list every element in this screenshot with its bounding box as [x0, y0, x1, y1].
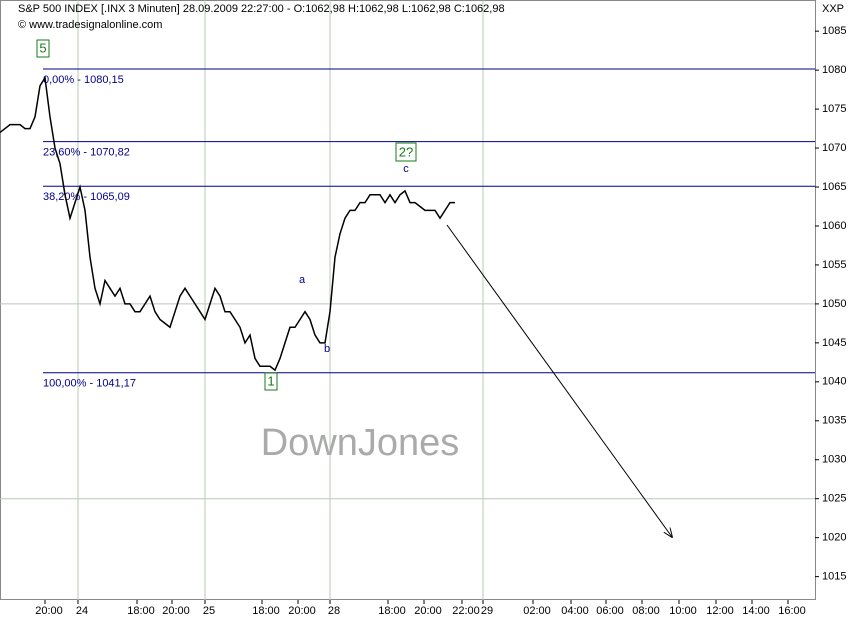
- x-tick-label: 20:00: [414, 605, 442, 617]
- wave-label: 2?: [399, 144, 413, 159]
- x-tick-label: 06:00: [596, 605, 624, 617]
- x-tick-label: 14:00: [742, 605, 770, 617]
- x-tick-label: 20:00: [288, 605, 316, 617]
- y-axis-label: XXP: [822, 3, 844, 15]
- wave-box: [395, 142, 417, 162]
- y-tick-label: 1075: [822, 103, 846, 115]
- y-tick-label: 1040: [822, 376, 846, 388]
- x-tick-label: 22:00: [452, 605, 480, 617]
- fib-label: 38,20% - 1065,09: [43, 191, 130, 203]
- fib-label: 100,00% - 1041,17: [43, 378, 136, 390]
- wave-label: c: [403, 163, 409, 175]
- y-tick-label: 1070: [822, 142, 846, 154]
- wave-box: [264, 372, 278, 391]
- y-tick-label: 1080: [822, 64, 846, 76]
- x-tick-label: 20:00: [35, 605, 63, 617]
- x-tick-label: 28: [328, 605, 340, 617]
- x-tick-label: 24: [76, 605, 88, 617]
- y-tick-label: 1030: [822, 454, 846, 466]
- wave-box: [36, 39, 50, 58]
- y-tick-label: 1020: [822, 532, 846, 544]
- x-tick-label: 12:00: [706, 605, 734, 617]
- fib-label: 23,60% - 1070,82: [43, 147, 130, 159]
- x-tick-label: 10:00: [669, 605, 697, 617]
- y-tick-label: 1055: [822, 259, 846, 271]
- wave-labels: 5 1 2? a b c: [36, 39, 417, 391]
- x-tick-label: 18:00: [252, 605, 280, 617]
- wave-label: 1: [267, 373, 274, 388]
- y-tick-label: 1060: [822, 220, 846, 232]
- y-tick-label: 1015: [822, 571, 846, 583]
- axes: 1015 1020 1025 1030 1035 1040 1045 1050 1055 1060…: [0, 0, 846, 617]
- y-tick-label: 1045: [822, 337, 846, 349]
- watermark: DownJones: [261, 422, 460, 464]
- y-tick-label: 1050: [822, 298, 846, 310]
- price-line: [0, 75, 455, 372]
- y-tick-label: 1085: [822, 25, 846, 37]
- forecast-arrow: [446, 224, 672, 537]
- x-tick-label: 16:00: [778, 605, 806, 617]
- x-tick-label: 18:00: [378, 605, 406, 617]
- x-tick-label: 29: [481, 605, 493, 617]
- x-tick-label: 18:00: [127, 605, 155, 617]
- y-tick-label: 1065: [822, 181, 846, 193]
- y-tick-label: 1025: [822, 493, 846, 505]
- chart-subtitle: © www.tradesignalonline.com: [18, 19, 162, 31]
- wave-label: 5: [39, 40, 46, 55]
- y-tick-label: 1035: [822, 415, 846, 427]
- fib-label: 0,00% - 1080,15: [43, 74, 124, 86]
- x-tick-label: 25: [203, 605, 215, 617]
- chart-title: S&P 500 INDEX [.INX 3 Minuten] 28.09.200…: [18, 3, 505, 15]
- x-tick-label: 08:00: [632, 605, 660, 617]
- x-tick-label: 20:00: [162, 605, 190, 617]
- x-tick-label: 02:00: [523, 605, 551, 617]
- x-tick-label: 04:00: [561, 605, 589, 617]
- plot-frame: [0, 0, 816, 600]
- wave-label: b: [324, 343, 330, 355]
- wave-label: a: [299, 274, 306, 286]
